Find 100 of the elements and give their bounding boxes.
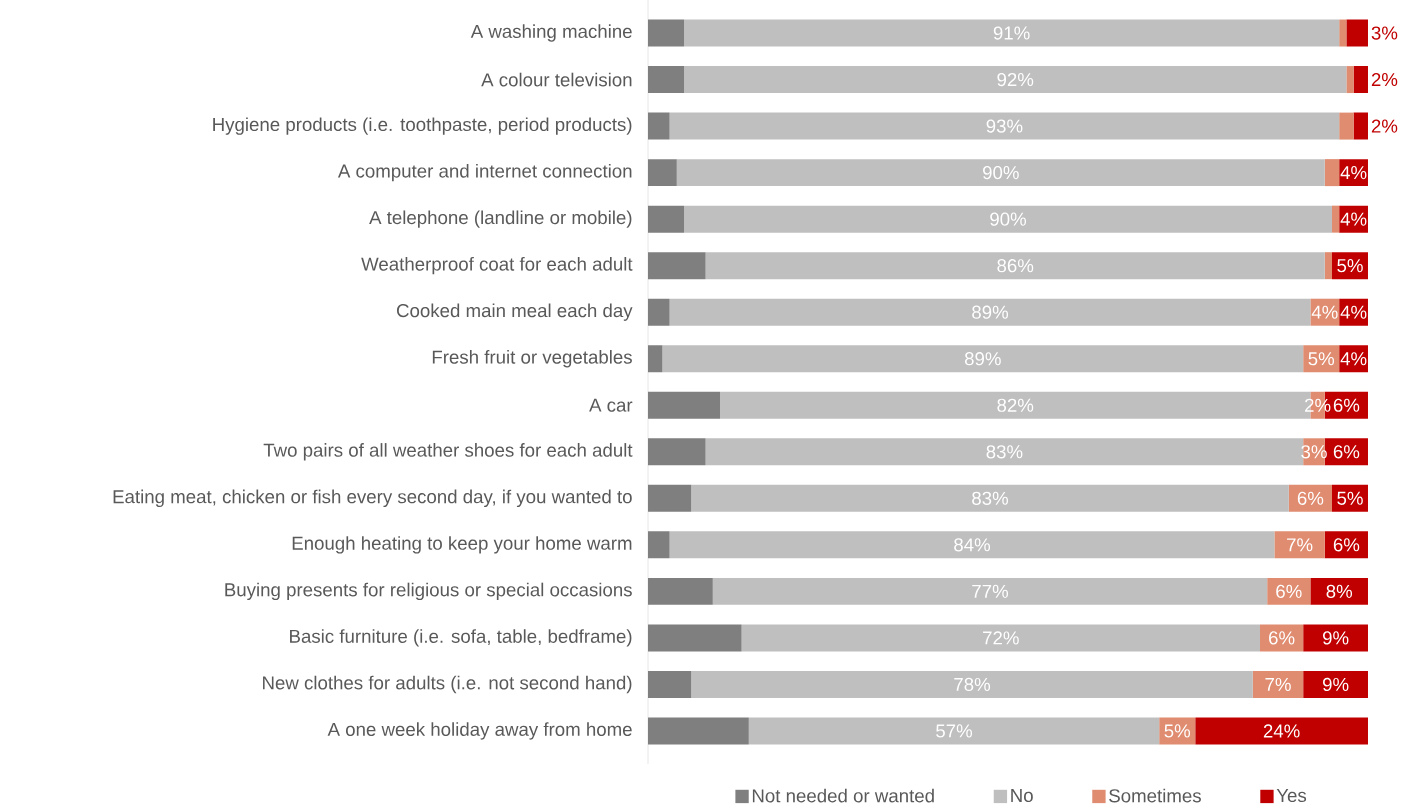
data-label: 8% bbox=[1326, 584, 1353, 598]
bar bbox=[684, 205, 1332, 233]
legend-label: No bbox=[1011, 789, 1033, 803]
bar bbox=[669, 112, 1340, 140]
y-tick-label: Eating meat, chicken or fish every second day, if you wanted to bbox=[113, 489, 632, 508]
data-label: 6% bbox=[1333, 445, 1360, 459]
y-tick-label: Enough heating to keep your home warm bbox=[292, 536, 632, 554]
data-label: 89% bbox=[964, 352, 1001, 366]
bar bbox=[669, 531, 1275, 559]
bar bbox=[648, 19, 684, 47]
bar bbox=[648, 531, 670, 559]
y-tick-label: A washing machine bbox=[470, 24, 632, 42]
data-label: 5% bbox=[1164, 724, 1191, 738]
y-tick-label: Two pairs of all weather shoes for each adult bbox=[263, 443, 633, 461]
bar bbox=[712, 577, 1268, 605]
bar bbox=[1274, 531, 1325, 559]
bar bbox=[1310, 577, 1368, 605]
data-label: 3% bbox=[1371, 26, 1398, 40]
bar bbox=[705, 252, 1325, 280]
data-label: 90% bbox=[990, 212, 1027, 226]
bar bbox=[1195, 717, 1368, 745]
bar bbox=[1260, 624, 1304, 652]
data-label: 83% bbox=[986, 445, 1023, 459]
bar bbox=[669, 298, 1311, 326]
data-label: 7% bbox=[1265, 677, 1291, 691]
data-label: 4% bbox=[1340, 166, 1367, 180]
bar bbox=[648, 205, 684, 233]
data-label: 86% bbox=[997, 259, 1034, 273]
data-label: 82% bbox=[997, 398, 1034, 412]
data-label: 9% bbox=[1322, 631, 1349, 645]
data-label: 7% bbox=[1287, 538, 1313, 552]
bar bbox=[648, 577, 713, 605]
data-label: 6% bbox=[1297, 491, 1324, 505]
bar bbox=[648, 345, 663, 373]
data-label: 91% bbox=[993, 26, 1030, 40]
data-label: 78% bbox=[954, 677, 991, 692]
bar bbox=[648, 624, 742, 652]
data-label: 93% bbox=[986, 119, 1023, 133]
bar bbox=[1252, 670, 1304, 698]
bar bbox=[1339, 112, 1354, 140]
data-label: 5% bbox=[1337, 491, 1363, 505]
data-label: 4% bbox=[1340, 352, 1367, 366]
data-label: 9% bbox=[1322, 677, 1349, 692]
y-tick-label: A computer and internet connection bbox=[337, 163, 632, 182]
bar bbox=[648, 298, 670, 326]
bar bbox=[1324, 252, 1332, 280]
data-label: 84% bbox=[954, 538, 991, 552]
y-tick-label: A colour television bbox=[481, 72, 632, 87]
y-tick-label: Weatherproof coat for each adult bbox=[361, 256, 633, 275]
bar bbox=[748, 717, 1160, 745]
y-tick-label: A car bbox=[589, 398, 633, 412]
legend-label: Yes bbox=[1276, 789, 1307, 803]
data-label: 4% bbox=[1340, 212, 1367, 226]
data-label: 5% bbox=[1337, 259, 1363, 273]
data-label: 2% bbox=[1371, 72, 1398, 87]
data-label: 57% bbox=[936, 724, 973, 738]
data-label: 90% bbox=[983, 165, 1019, 180]
data-label: 6% bbox=[1276, 584, 1302, 598]
bar bbox=[648, 391, 720, 419]
bar bbox=[684, 19, 1340, 47]
data-label: 6% bbox=[1333, 398, 1360, 412]
bar bbox=[648, 112, 670, 140]
bar bbox=[648, 252, 706, 280]
bar bbox=[648, 66, 684, 94]
bar bbox=[648, 484, 692, 512]
bar bbox=[684, 66, 1347, 94]
data-label: 83% bbox=[972, 491, 1009, 505]
bar bbox=[1324, 159, 1340, 187]
y-tick-label: Buying presents for religious or special occasions bbox=[225, 582, 632, 601]
y-tick-label: Fresh fruit or vegetables bbox=[432, 350, 632, 368]
bar bbox=[662, 345, 1304, 373]
y-tick-label: Hygiene products (i.e. toothpaste, period products) bbox=[213, 117, 632, 135]
bar bbox=[1303, 624, 1368, 652]
bar bbox=[1346, 19, 1368, 47]
data-label: 2% bbox=[1371, 119, 1398, 133]
bar bbox=[691, 670, 1253, 698]
y-tick-label: New clothes for adults (i.e. not second hand) bbox=[263, 675, 632, 694]
data-label: 4% bbox=[1311, 305, 1338, 319]
data-label: 6% bbox=[1269, 631, 1295, 645]
legend-label: Sometimes bbox=[1109, 788, 1201, 803]
bar bbox=[1288, 484, 1332, 512]
bar bbox=[1339, 19, 1347, 47]
bar bbox=[741, 624, 1260, 652]
bar bbox=[1353, 112, 1368, 140]
data-label: 24% bbox=[1263, 724, 1300, 738]
data-label: 77% bbox=[972, 584, 1009, 598]
bar bbox=[1346, 66, 1354, 94]
bar bbox=[648, 670, 692, 698]
legend-label: Not needed or wanted bbox=[752, 788, 934, 803]
data-label: 92% bbox=[997, 72, 1034, 87]
bar bbox=[648, 159, 677, 187]
data-label: 72% bbox=[983, 631, 1019, 645]
bar bbox=[1332, 205, 1340, 233]
data-label: 5% bbox=[1308, 352, 1335, 366]
y-tick-label: Basic furniture (i.e. sofa, table, bedframe) bbox=[290, 629, 632, 647]
bar bbox=[1303, 670, 1368, 698]
data-label: 4% bbox=[1340, 305, 1367, 319]
bar bbox=[648, 438, 706, 466]
y-tick-label: Cooked main meal each day bbox=[396, 303, 633, 321]
bar bbox=[676, 159, 1325, 187]
